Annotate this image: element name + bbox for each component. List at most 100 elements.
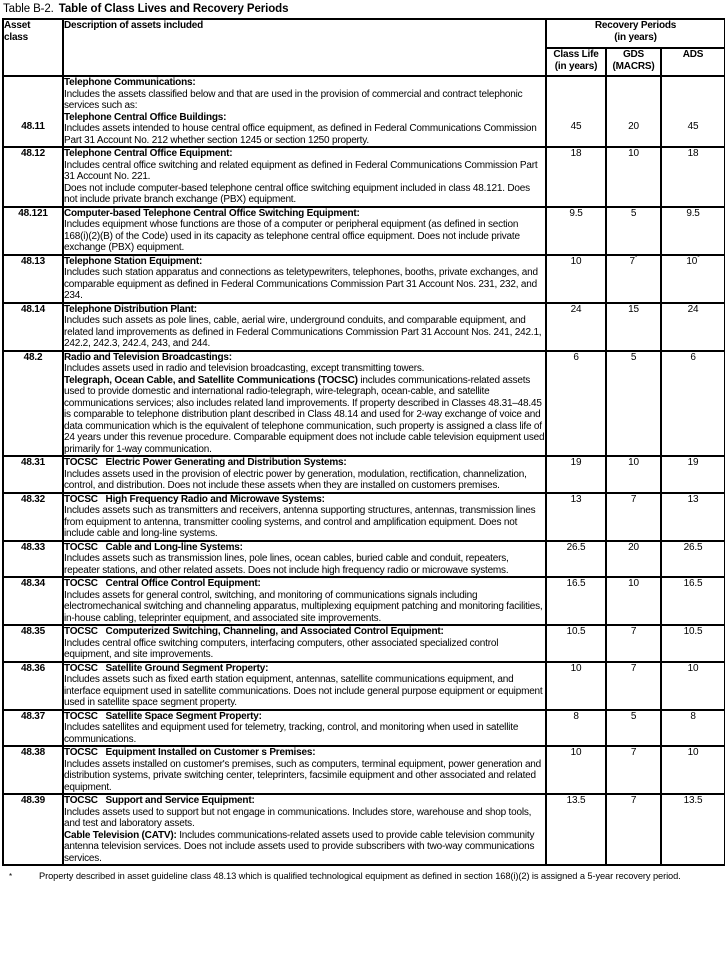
gds-cell: 7 xyxy=(605,624,662,663)
description-paragraph: Telephone Central Office Buildings: xyxy=(64,112,545,124)
gds-cell: 7 xyxy=(605,491,662,542)
ads-cell: 24 xyxy=(660,301,725,352)
ads-cell: 19 xyxy=(660,455,725,494)
table-body: 48.11 Telephone Communications: Includes … xyxy=(2,75,725,866)
description-paragraph: Includes central office switching and re… xyxy=(64,160,545,183)
description-paragraph: Includes assets such as transmitters and… xyxy=(64,505,545,540)
description-cell: Telephone Central Office Equipment: Inclu… xyxy=(62,146,547,208)
description-cell: TOCSC Satellite Ground Segment Property:… xyxy=(62,660,547,711)
description-text: Includes assets such as fixed earth stat… xyxy=(64,674,546,708)
gds-cell: 10 xyxy=(605,146,662,208)
table-row: 48.2 Radio and Television Broadcastings:… xyxy=(2,349,725,457)
class-lives-table: Asset class Description of assets includ… xyxy=(2,18,725,866)
gds-cell: 5 xyxy=(605,708,662,747)
description-text: Includes central office switching comput… xyxy=(64,637,501,661)
description-text: Includes assets for general control, swi… xyxy=(64,589,546,624)
description-heading: Telephone Central Office Buildings: xyxy=(64,111,227,123)
table-row: 48.12 Telephone Central Office Equipment… xyxy=(2,146,725,208)
table-header: Asset class Description of assets includ… xyxy=(2,18,725,77)
description-cell: TOCSC Support and Service Equipment: Incl… xyxy=(62,793,547,866)
description-text: Includes assets such as transmission lin… xyxy=(64,553,512,576)
class-life-cell: 9.5 xyxy=(545,205,607,256)
footnote-marker: * xyxy=(9,872,13,881)
header-recovery-periods: Recovery Periods (in years) xyxy=(545,18,725,49)
asset-class-cell: 48.12 xyxy=(2,146,64,208)
gds-cell: 10 xyxy=(605,576,662,626)
description-heading: TOCSC Satellite Space Segment Property: xyxy=(64,710,262,722)
description-paragraph: Includes such station apparatus and conn… xyxy=(64,267,545,302)
class-life-cell: 6 xyxy=(545,349,607,457)
description-text: Includes such assets as pole lines, cabl… xyxy=(64,315,544,349)
ads-cell: 9.5 xyxy=(660,205,725,256)
asset-class-cell: 48.34 xyxy=(2,576,64,626)
description-cell: TOCSC Equipment Installed on Customer s … xyxy=(62,745,547,795)
description-heading: Telegraph, Ocean Cable, and Satellite Co… xyxy=(64,374,358,386)
description-paragraph: TOCSC Central Office Control Equipment: xyxy=(64,578,545,590)
description-text: Includes assets used in the provision of… xyxy=(64,468,530,492)
asset-class-cell: 48.39 xyxy=(2,793,64,866)
header-asset-class: Asset class xyxy=(2,18,64,77)
description-heading: TOCSC Computerized Switching, Channeling… xyxy=(64,626,444,637)
description-paragraph: Includes such assets as pole lines, cabl… xyxy=(64,315,545,350)
description-heading: TOCSC Electric Power Generating and Dist… xyxy=(64,457,347,468)
description-paragraph: Telephone Central Office Equipment: xyxy=(64,148,545,160)
ads-cell: 45 xyxy=(660,75,725,148)
description-heading: TOCSC Satellite Ground Segment Property: xyxy=(64,662,269,674)
class-life-cell: 18 xyxy=(545,146,607,208)
description-paragraph: Computer-based Telephone Central Office … xyxy=(64,208,545,220)
class-life-cell: 10 xyxy=(545,253,607,304)
description-cell: TOCSC Cable and Long-line Systems: Includ… xyxy=(62,539,547,578)
description-paragraph: Includes assets used in radio and televi… xyxy=(64,363,545,375)
description-cell: TOCSC Satellite Space Segment Property: I… xyxy=(62,708,547,747)
table-row: 48.31 TOCSC Electric Power Generating an… xyxy=(2,455,725,494)
table-row: 48.11 Telephone Communications: Includes … xyxy=(2,75,725,148)
table-row: 48.39 TOCSC Support and Service Equipmen… xyxy=(2,793,725,866)
description-paragraph: Includes assets used in the provision of… xyxy=(64,469,545,492)
asset-class-cell: 48.32 xyxy=(2,491,64,542)
table-title: Table B-2. Table of Class Lives and Recov… xyxy=(1,2,724,18)
description-paragraph: Includes satellites and equipment used f… xyxy=(64,722,545,745)
header-class-life: Class Life (in years) xyxy=(545,47,607,77)
class-life-cell: 10 xyxy=(545,745,607,795)
asset-class-cell: 48.2 xyxy=(2,349,64,457)
description-paragraph: Includes equipment whose functions are t… xyxy=(64,219,545,254)
description-text: Includes assets installed on customer's … xyxy=(64,758,544,793)
description-paragraph: TOCSC Support and Service Equipment: xyxy=(64,795,545,807)
description-cell: TOCSC Central Office Control Equipment: I… xyxy=(62,576,547,626)
class-life-cell: 16.5 xyxy=(545,576,607,626)
description-paragraph: Includes assets used to support but not … xyxy=(64,807,545,830)
table-row: 48.32 TOCSC High Frequency Radio and Mic… xyxy=(2,491,725,542)
description-text: Includes assets used in radio and televi… xyxy=(64,363,425,374)
gds-cell: 5 xyxy=(605,349,662,457)
ads-cell: 13 xyxy=(660,491,725,542)
description-text: Includes equipment whose functions are t… xyxy=(64,219,523,253)
gds-cell: 10 xyxy=(605,455,662,494)
footnote: * Property described in asset guideline … xyxy=(1,871,713,882)
table-row: 48.34 TOCSC Central Office Control Equip… xyxy=(2,576,725,626)
description-text: includes communications-related assets u… xyxy=(64,374,547,455)
description-heading: TOCSC Equipment Installed on Customer s … xyxy=(64,747,316,758)
gds-cell: 20 xyxy=(605,539,662,578)
ads-cell: 8 xyxy=(660,708,725,747)
description-heading: Computer-based Telephone Central Office … xyxy=(64,207,360,219)
class-life-cell: 13.5 xyxy=(545,793,607,866)
description-cell: TOCSC High Frequency Radio and Microwave… xyxy=(62,491,547,542)
description-paragraph: TOCSC Cable and Long-line Systems: xyxy=(64,542,545,554)
ads-cell: 26.5 xyxy=(660,539,725,578)
table-row: 48.33 TOCSC Cable and Long-line Systems:… xyxy=(2,539,725,578)
class-life-cell: 13 xyxy=(545,491,607,542)
class-life-cell: 24 xyxy=(545,301,607,352)
ads-cell: 13.5 xyxy=(660,793,725,866)
gds-cell: 7* xyxy=(605,253,662,304)
description-paragraph: Includes assets installed on customer's … xyxy=(64,759,545,794)
description-text: Includes satellites and equipment used f… xyxy=(64,722,521,745)
description-cell: TOCSC Electric Power Generating and Dist… xyxy=(62,455,547,494)
description-paragraph: TOCSC Electric Power Generating and Dist… xyxy=(64,457,545,469)
description-paragraph: TOCSC Satellite Space Segment Property: xyxy=(64,711,545,723)
description-paragraph: Includes the assets classified below and… xyxy=(64,89,545,112)
description-paragraph: TOCSC Computerized Switching, Channeling… xyxy=(64,626,545,638)
class-life-cell: 8 xyxy=(545,708,607,747)
description-cell: Computer-based Telephone Central Office … xyxy=(62,205,547,256)
header-gds: GDS (MACRS) xyxy=(605,47,662,77)
table-row: 48.35 TOCSC Computerized Switching, Chan… xyxy=(2,624,725,663)
